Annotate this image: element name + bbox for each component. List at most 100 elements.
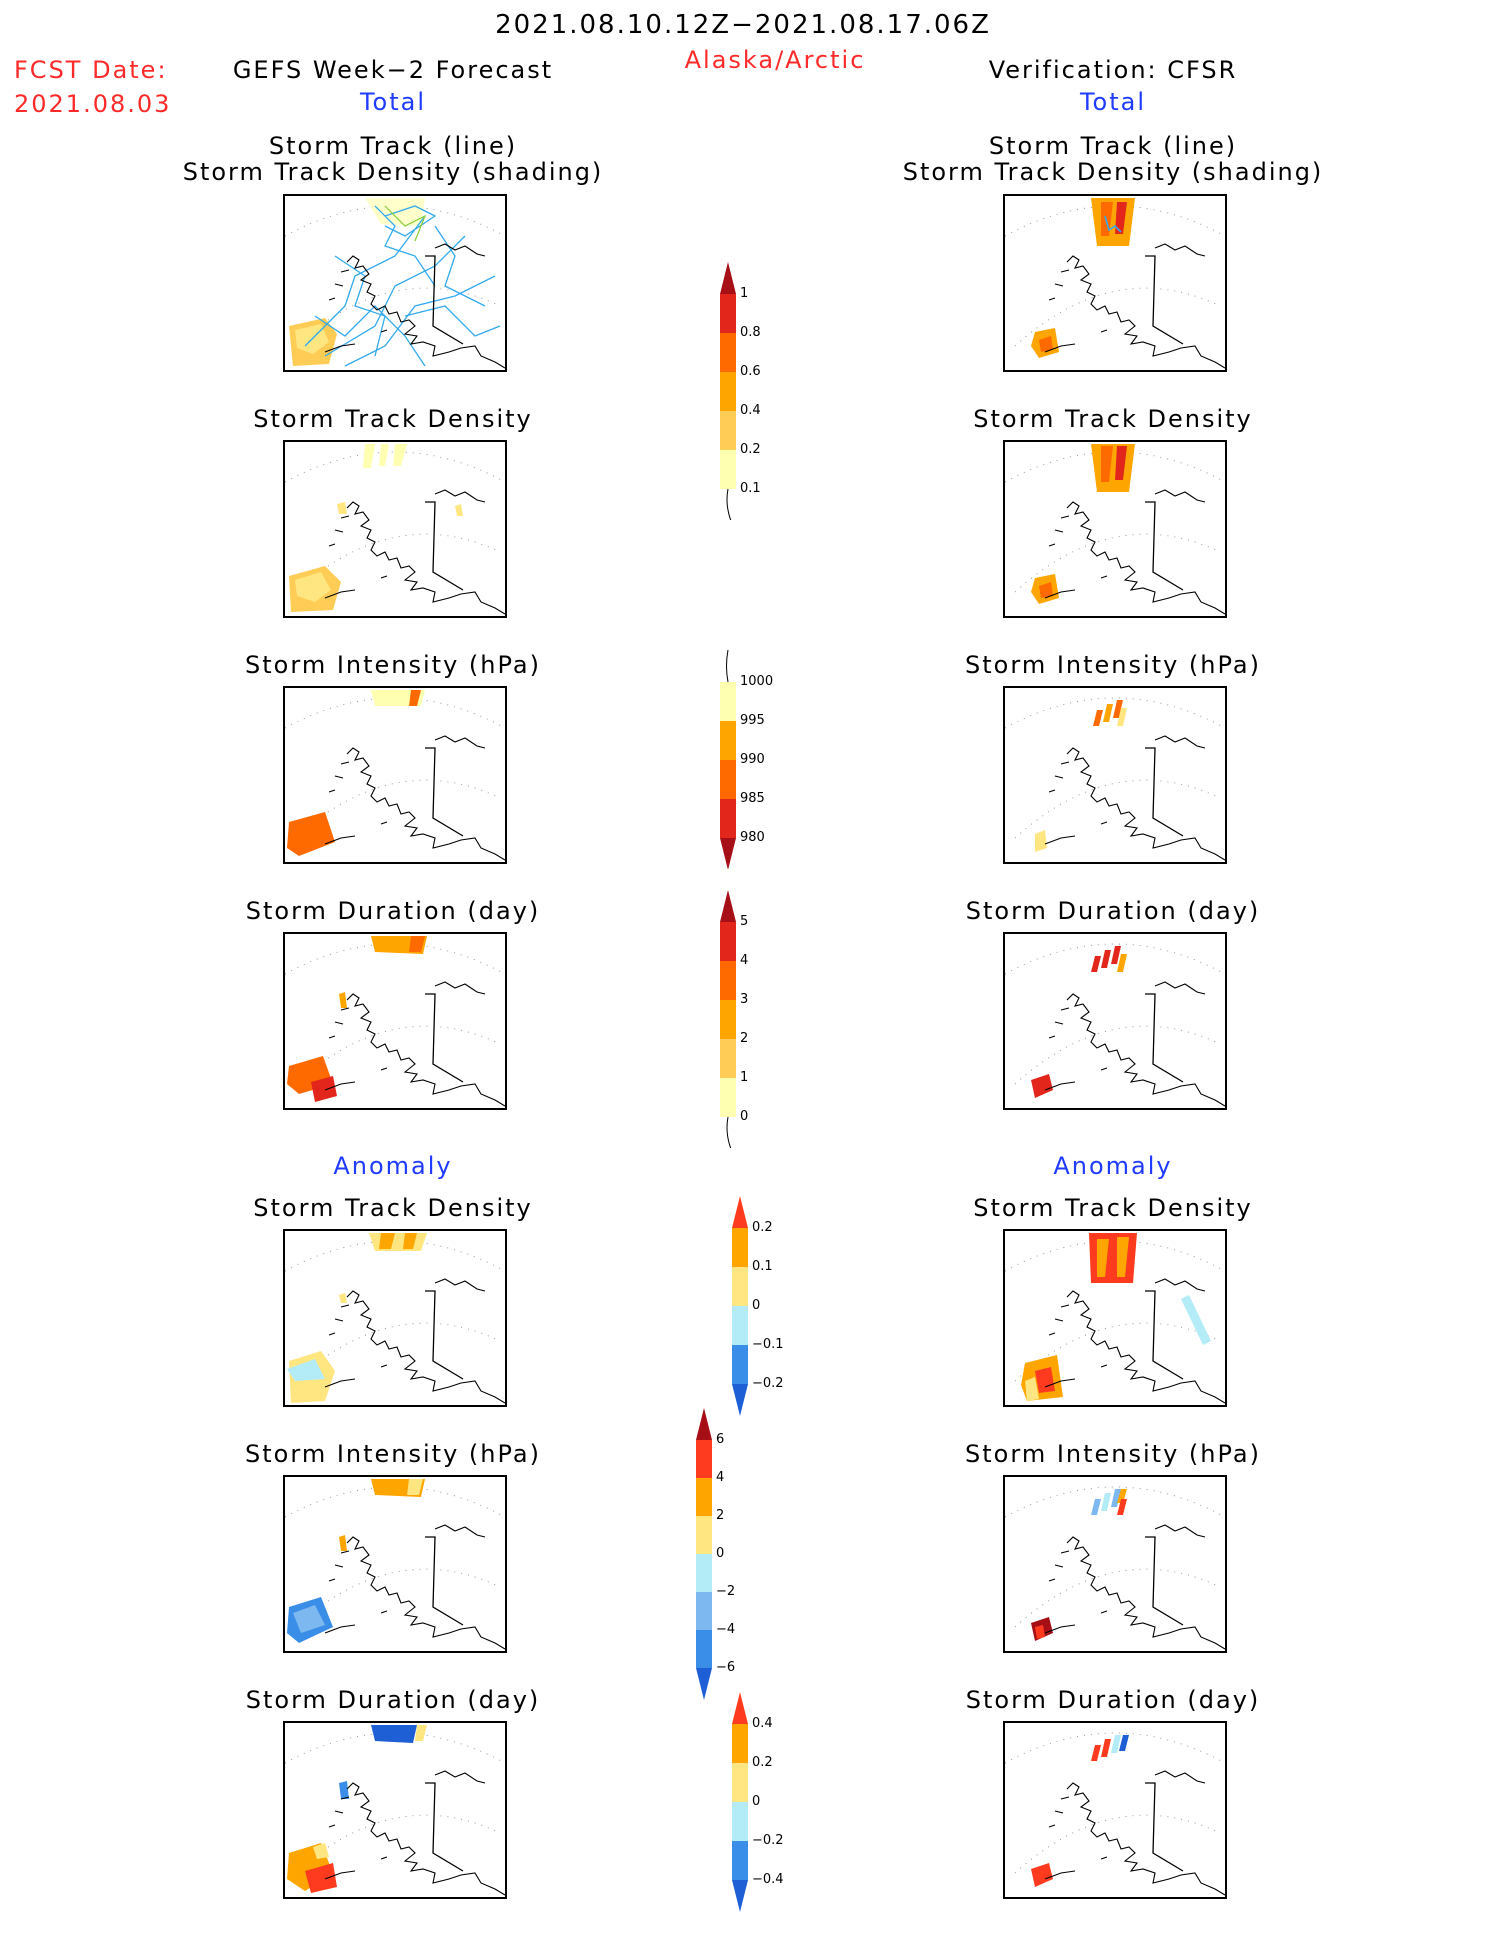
map-svg [1005,697,1225,861]
shaded-region [409,690,421,706]
map-svg [285,1725,505,1896]
colorbar-tick-label: 0.8 [740,325,761,340]
colorbar-tick-label: −4 [716,1622,736,1637]
storm-track-line [404,305,501,337]
colorbar-tick-label: 0.2 [752,1220,773,1235]
colorbar-swatch [720,1078,736,1117]
shaded-region [295,572,331,602]
map-panel-cfsr-intensity [1003,686,1227,864]
left-p5-title: Storm Track Density [253,1194,533,1222]
coastline [1154,1278,1206,1292]
colorbar-top-extension [720,650,736,682]
coastline [1066,255,1225,369]
border-line [425,255,464,345]
shaded-region [1115,202,1127,234]
colorbar-swatch [720,760,736,799]
right-p1-title-shading: Storm Track Density (shading) [902,158,1324,186]
colorbar-top-extension [696,1408,712,1440]
shaded-region [337,502,347,514]
shaded-region [339,1293,347,1303]
colorbar-anomaly-duration: 0.4 0.2 0 −0.2 −0.4 [732,1692,802,1954]
shaded-region [1025,1377,1039,1401]
coastline [1044,1007,1108,1091]
left-p1-title-line: Storm Track (line) [268,132,518,160]
colorbar-svg [696,1408,712,1700]
colorbar-tick-label: 1 [740,1070,749,1085]
storm-track-line [434,225,486,307]
shaded-region [379,1233,395,1249]
coastline [434,489,486,503]
colorbar-swatch [720,372,736,411]
coastline [346,1536,505,1650]
coastline [1066,501,1225,615]
map-svg [1005,1233,1225,1404]
coastline [346,255,505,369]
map-panel-fcst-intensity [283,686,507,864]
left-p1-title-shading: Storm Track Density (shading) [182,158,604,186]
border-line [425,1290,464,1380]
right-p6-title: Storm Intensity (hPa) [965,1440,1261,1468]
colorbar-bottom-extension [732,1384,748,1416]
colorbar-tick-label: −6 [716,1660,736,1675]
colorbar-top-line [726,649,729,683]
map-panel-fcst-density [283,440,507,618]
coastline [1044,515,1108,599]
colorbar-swatch [732,1841,748,1880]
storm-track-line [1104,215,1122,233]
border-line [1145,1536,1184,1626]
colorbar-swatch [732,1763,748,1802]
shaded-region [1039,336,1053,352]
coastline [1066,1782,1225,1896]
shaded-region [1093,710,1103,726]
shaded-region [1101,950,1111,968]
colorbar-tick-label: 995 [740,713,765,728]
colorbar-swatch [696,1516,712,1554]
left-total-label: Total [359,88,427,116]
map-panel-fcst-intensity-anomaly [283,1475,507,1653]
shaded-region [1117,1237,1129,1277]
storm-track-line [374,205,436,287]
coastline [324,515,388,599]
colorbar-tick-label: −0.4 [752,1872,784,1887]
colorbar-swatch [732,1306,748,1345]
border-line [425,1782,464,1872]
colorbar-swatch [732,1724,748,1763]
shaded-region [1181,1295,1211,1345]
colorbar-swatch [720,294,736,333]
map-svg [285,444,505,615]
shaded-region [287,812,335,856]
shaded-region [379,444,389,466]
map-panel-cfsr-density [1003,440,1227,618]
colorbar-tick-label: 4 [740,953,749,968]
colorbar-swatch [696,1478,712,1516]
colorbar-swatch [696,1440,712,1478]
colorbar-swatch [696,1554,712,1592]
coastline [346,993,505,1107]
storm-track-line [384,205,427,242]
colorbar-swatch [720,1000,736,1039]
shaded-region [1115,446,1127,480]
colorbar-total-duration: 5 4 3 2 1 0 [720,890,790,1152]
fcst-date-value: 2021.08.03 [14,90,172,118]
shaded-region [313,1843,329,1859]
fcst-date-label: FCST Date: [14,56,168,84]
coastline [324,269,388,353]
shaded-region [371,1725,417,1743]
colorbar-swatch [720,961,736,1000]
shaded-region [1035,1625,1045,1639]
coastline [1154,489,1206,503]
coastline [1044,269,1108,353]
colorbar-swatch [696,1630,712,1668]
coastline [1066,993,1225,1107]
map-panel-fcst-duration-anomaly [283,1721,507,1899]
border-line [425,1536,464,1626]
shaded-region [1091,1745,1101,1761]
coastline [1044,1550,1108,1634]
border-line [1145,255,1184,345]
shaded-region [403,1233,417,1249]
storm-track-line [334,255,386,357]
coastline [324,1550,388,1634]
map-panel-cfsr-intensity-anomaly [1003,1475,1227,1653]
right-p1-title-line: Storm Track (line) [988,132,1238,160]
coastline [1044,1796,1108,1880]
